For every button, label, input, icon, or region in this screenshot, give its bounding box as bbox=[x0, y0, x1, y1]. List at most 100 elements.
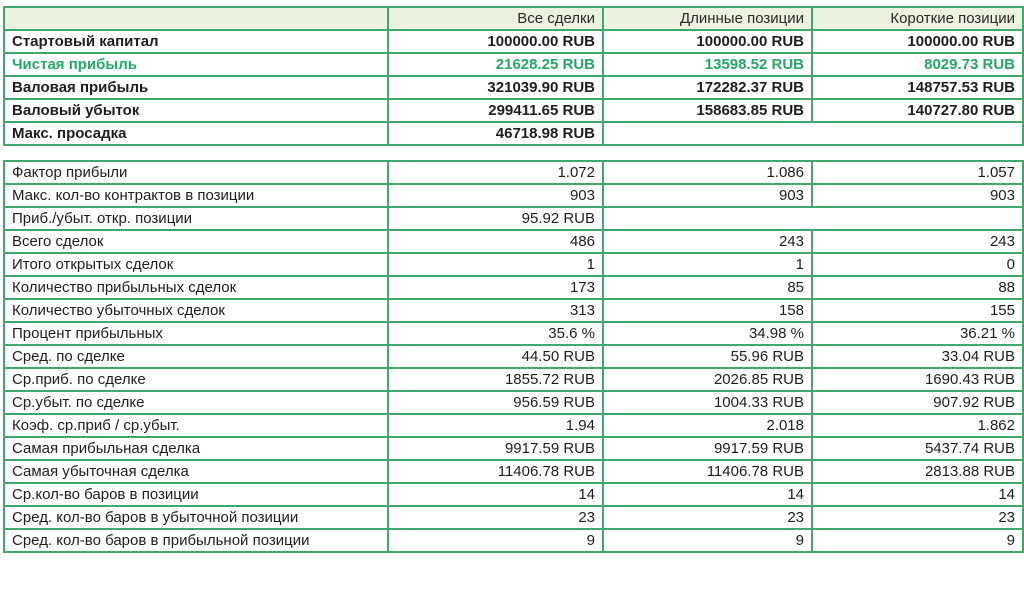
row-value: 2813.88 RUB bbox=[811, 459, 1024, 484]
row-label: Количество прибыльных сделок bbox=[3, 275, 389, 300]
table-row: Фактор прибыли 1.072 1.086 1.057 bbox=[3, 160, 1024, 185]
row-label: Ср.приб. по сделке bbox=[3, 367, 389, 392]
row-label: Коэф. ср.приб / ср.убыт. bbox=[3, 413, 389, 438]
row-value: 46718.98 RUB bbox=[387, 121, 604, 146]
row-value: 158683.85 RUB bbox=[602, 98, 813, 123]
row-value: 2.018 bbox=[602, 413, 813, 438]
row-value: 14 bbox=[602, 482, 813, 507]
row-value: 172282.37 RUB bbox=[602, 75, 813, 100]
row-value: 0 bbox=[811, 252, 1024, 277]
table-row: Валовый убыток 299411.65 RUB 158683.85 RUB… bbox=[3, 98, 1024, 123]
table-row: Процент прибыльных 35.6 % 34.98 % 36.21 % bbox=[3, 321, 1024, 346]
row-value: 85 bbox=[602, 275, 813, 300]
row-value: 158 bbox=[602, 298, 813, 323]
row-label: Всего сделок bbox=[3, 229, 389, 254]
row-label: Сред. кол-во баров в прибыльной позиции bbox=[3, 528, 389, 553]
row-value: 299411.65 RUB bbox=[387, 98, 604, 123]
row-value: 486 bbox=[387, 229, 604, 254]
row-label: Ср.кол-во баров в позиции bbox=[3, 482, 389, 507]
row-label: Итого открытых сделок bbox=[3, 252, 389, 277]
row-value: 903 bbox=[811, 183, 1024, 208]
row-label: Сред. по сделке bbox=[3, 344, 389, 369]
row-value: 23 bbox=[387, 505, 604, 530]
row-value: 1.862 bbox=[811, 413, 1024, 438]
merged-empty-cell bbox=[602, 206, 1024, 231]
trading-statistics-report: Все сделки Длинные позиции Короткие пози… bbox=[3, 6, 1024, 553]
row-label: Чистая прибыль bbox=[3, 52, 389, 77]
row-value: 100000.00 RUB bbox=[811, 29, 1024, 54]
table-row: Коэф. ср.приб / ср.убыт. 1.94 2.018 1.862 bbox=[3, 413, 1024, 438]
row-value: 95.92 RUB bbox=[387, 206, 604, 231]
table-row: Ср.убыт. по сделке 956.59 RUB 1004.33 RUB 9… bbox=[3, 390, 1024, 415]
row-label: Макс. просадка bbox=[3, 121, 389, 146]
row-value: 11406.78 RUB bbox=[387, 459, 604, 484]
row-value: 33.04 RUB bbox=[811, 344, 1024, 369]
row-value: 243 bbox=[811, 229, 1024, 254]
row-value: 1.94 bbox=[387, 413, 604, 438]
row-value: 44.50 RUB bbox=[387, 344, 604, 369]
row-value: 1.072 bbox=[387, 160, 604, 185]
row-value: 321039.90 RUB bbox=[387, 75, 604, 100]
row-value: 8029.73 RUB bbox=[811, 52, 1024, 77]
table-row: Приб./убыт. откр. позиции 95.92 RUB bbox=[3, 206, 1024, 231]
table-row: Сред. кол-во баров в убыточной позиции 23… bbox=[3, 505, 1024, 530]
row-value: 55.96 RUB bbox=[602, 344, 813, 369]
row-value: 173 bbox=[387, 275, 604, 300]
row-value: 23 bbox=[602, 505, 813, 530]
table-row: Итого открытых сделок 1 1 0 bbox=[3, 252, 1024, 277]
row-value: 1.057 bbox=[811, 160, 1024, 185]
row-value: 903 bbox=[602, 183, 813, 208]
merged-empty-cell bbox=[602, 121, 1024, 146]
row-value: 5437.74 RUB bbox=[811, 436, 1024, 461]
row-value: 9 bbox=[602, 528, 813, 553]
row-value: 23 bbox=[811, 505, 1024, 530]
row-value: 14 bbox=[387, 482, 604, 507]
column-header-all-trades: Все сделки bbox=[387, 6, 604, 31]
table-row: Сред. по сделке 44.50 RUB 55.96 RUB 33.04 R… bbox=[3, 344, 1024, 369]
table-row: Количество убыточных сделок 313 158 155 bbox=[3, 298, 1024, 323]
table-row: Макс. кол-во контрактов в позиции 903 903 9… bbox=[3, 183, 1024, 208]
row-value: 9917.59 RUB bbox=[387, 436, 604, 461]
table-row: Сред. кол-во баров в прибыльной позиции 9… bbox=[3, 528, 1024, 553]
row-value: 9917.59 RUB bbox=[602, 436, 813, 461]
table-row: Ср.приб. по сделке 1855.72 RUB 2026.85 RUB… bbox=[3, 367, 1024, 392]
row-value: 14 bbox=[811, 482, 1024, 507]
row-value: 100000.00 RUB bbox=[387, 29, 604, 54]
row-label: Сред. кол-во баров в убыточной позиции bbox=[3, 505, 389, 530]
row-value: 11406.78 RUB bbox=[602, 459, 813, 484]
row-value: 88 bbox=[811, 275, 1024, 300]
row-label: Самая убыточная сделка bbox=[3, 459, 389, 484]
row-value: 140727.80 RUB bbox=[811, 98, 1024, 123]
row-value: 9 bbox=[387, 528, 604, 553]
column-header-long-positions: Длинные позиции bbox=[602, 6, 813, 31]
summary-table: Все сделки Длинные позиции Короткие пози… bbox=[3, 6, 1024, 146]
row-label: Процент прибыльных bbox=[3, 321, 389, 346]
table-row: Макс. просадка 46718.98 RUB bbox=[3, 121, 1024, 146]
row-value: 1 bbox=[387, 252, 604, 277]
row-label: Валовый убыток bbox=[3, 98, 389, 123]
row-label: Макс. кол-во контрактов в позиции bbox=[3, 183, 389, 208]
table-gap bbox=[3, 146, 1022, 160]
row-label: Стартовый капитал bbox=[3, 29, 389, 54]
row-label: Ср.убыт. по сделке bbox=[3, 390, 389, 415]
row-value: 1855.72 RUB bbox=[387, 367, 604, 392]
row-value: 36.21 % bbox=[811, 321, 1024, 346]
row-value: 21628.25 RUB bbox=[387, 52, 604, 77]
row-value: 35.6 % bbox=[387, 321, 604, 346]
row-value: 956.59 RUB bbox=[387, 390, 604, 415]
row-value: 1 bbox=[602, 252, 813, 277]
table-row: Ср.кол-во баров в позиции 14 14 14 bbox=[3, 482, 1024, 507]
row-value: 2026.85 RUB bbox=[602, 367, 813, 392]
row-label: Количество убыточных сделок bbox=[3, 298, 389, 323]
row-label: Самая прибыльная сделка bbox=[3, 436, 389, 461]
row-value: 243 bbox=[602, 229, 813, 254]
row-value: 1004.33 RUB bbox=[602, 390, 813, 415]
table-row: Количество прибыльных сделок 173 85 88 bbox=[3, 275, 1024, 300]
row-value: 313 bbox=[387, 298, 604, 323]
row-value: 148757.53 RUB bbox=[811, 75, 1024, 100]
table-row: Самая убыточная сделка 11406.78 RUB 11406.… bbox=[3, 459, 1024, 484]
row-value: 1690.43 RUB bbox=[811, 367, 1024, 392]
row-value: 1.086 bbox=[602, 160, 813, 185]
table-row: Самая прибыльная сделка 9917.59 RUB 9917.5… bbox=[3, 436, 1024, 461]
row-value: 9 bbox=[811, 528, 1024, 553]
